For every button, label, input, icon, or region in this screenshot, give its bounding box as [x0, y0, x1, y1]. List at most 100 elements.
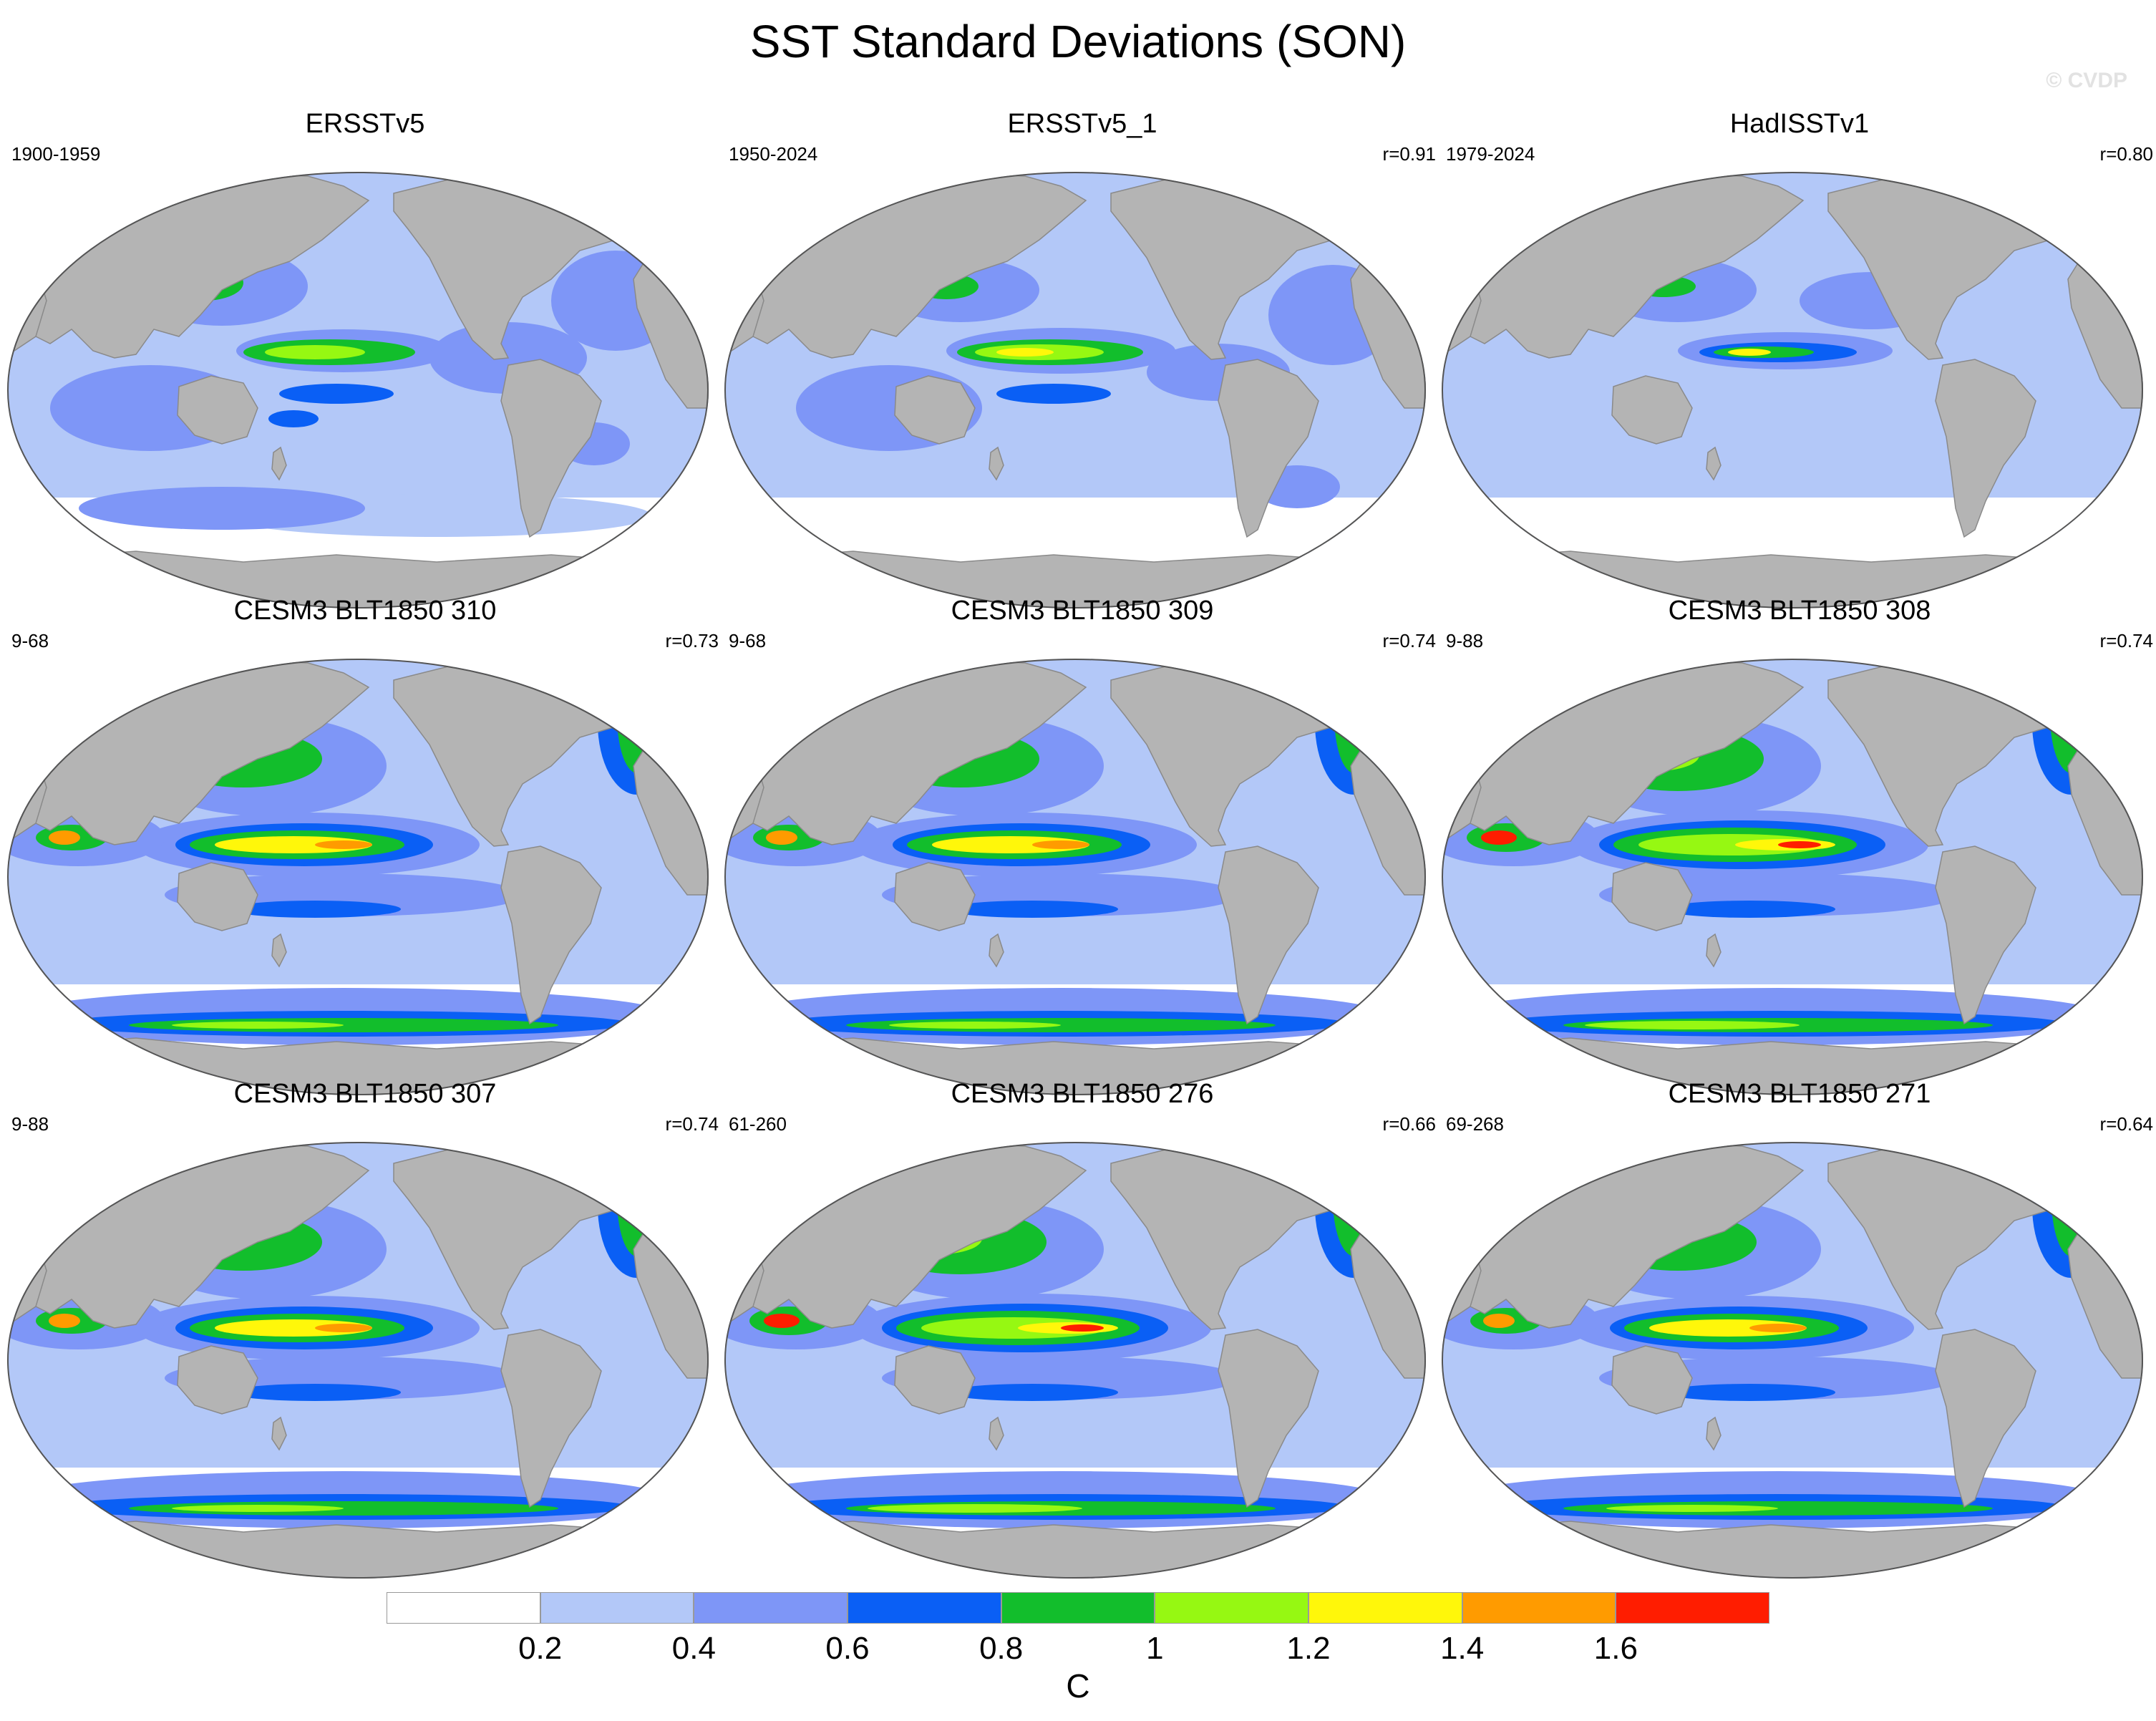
land-south-america: [1218, 1329, 1319, 1508]
sst-contour: [268, 410, 319, 427]
sst-contour: [229, 901, 401, 918]
panel-title: CESM3 BLT1850 310: [233, 596, 497, 626]
colorbar-tick: 1: [1146, 1631, 1164, 1666]
colorbar-tick: 0.8: [979, 1631, 1024, 1666]
panel-title: HadISSTv1: [1729, 109, 1870, 139]
sst-contour: [1346, 1163, 1363, 1221]
land-south-america: [1935, 1329, 2036, 1508]
panel-title: ERSSTv5_1: [1007, 109, 1157, 139]
land-antarctica: [752, 1521, 1413, 1579]
sst-contour: [1334, 659, 1374, 773]
colorbar: [387, 1592, 1769, 1624]
land-greenland: [607, 174, 674, 215]
sst-contour: [1728, 349, 1771, 356]
sst-contour: [1649, 1319, 1807, 1337]
panel-title: CESM3 BLT1850 309: [951, 596, 1214, 626]
panel-correlation-label: r=0.74: [2099, 630, 2153, 651]
colorbar-tick: 0.6: [825, 1631, 870, 1666]
map-content: [7, 1142, 709, 1579]
panel-correlation-label: r=0.74: [665, 1113, 719, 1135]
panel-period-label: 9-68: [729, 630, 767, 651]
panel-correlation-label: r=0.91: [1382, 143, 1436, 165]
land-australia: [1611, 375, 1693, 445]
land-south-america: [1218, 845, 1319, 1025]
panel-period-label: 1950-2024: [729, 143, 818, 165]
robinson-map: [724, 1142, 1426, 1579]
robinson-map: [7, 1142, 709, 1579]
map-content: [1442, 659, 2143, 1095]
sst-contour: [630, 1163, 644, 1221]
map-panel: CESM3 BLT1850 309 9-68 r=0.74: [724, 594, 1440, 1095]
sst-contour: [2064, 1163, 2079, 1221]
sst-contour: [2050, 659, 2093, 773]
map-panel: CESM3 BLT1850 276 61-260 r=0.66: [724, 1077, 1440, 1579]
panel-title: CESM3 BLT1850 271: [1668, 1079, 1931, 1109]
colorbar-box: [1308, 1592, 1462, 1624]
sst-contour: [889, 1022, 1061, 1029]
land-antarctica: [34, 1521, 696, 1579]
panel-period-label: 1900-1959: [11, 143, 101, 165]
sst-contour: [630, 680, 644, 737]
map-content: [7, 659, 709, 1095]
panel-period-label: 69-268: [1446, 1113, 1504, 1135]
land-antarctica: [1469, 1521, 2130, 1579]
sst-contour: [315, 840, 372, 849]
land-new-zealand: [1706, 1416, 1722, 1451]
land-greenland: [2041, 174, 2109, 215]
sst-contour: [1585, 1021, 1800, 1029]
land-greenland: [1324, 1144, 1392, 1186]
robinson-map: [1442, 1142, 2143, 1579]
colorbar-box: [694, 1592, 848, 1624]
panel-period-label: 9-88: [1446, 630, 1484, 651]
panel-period-label: 9-88: [11, 1113, 49, 1135]
panel-correlation-label: r=0.73: [665, 630, 719, 651]
land-south-america: [1935, 359, 2036, 538]
sst-contour: [996, 348, 1054, 357]
sst-contour: [279, 384, 394, 404]
panel-period-label: 1979-2024: [1446, 143, 1535, 165]
land-new-zealand: [271, 933, 287, 968]
panel-correlation-label: r=0.80: [2099, 143, 2153, 165]
sst-contour: [265, 345, 365, 359]
sst-contour: [946, 1384, 1118, 1401]
map-border: [724, 1142, 1426, 1579]
robinson-map: [7, 172, 709, 609]
sst-contour: [1481, 830, 1517, 845]
figure-title: SST Standard Deviations (SON): [749, 16, 1407, 67]
sst-contour: [172, 1022, 344, 1029]
panel-title: ERSSTv5: [305, 109, 425, 139]
sst-contour: [1664, 901, 1835, 918]
land-australia: [177, 375, 258, 445]
map-border: [1442, 659, 2143, 1095]
sst-contour: [229, 1384, 401, 1401]
map-panel: CESM3 BLT1850 310 9-68 r=0.73: [7, 594, 723, 1095]
map-panel: ERSSTv5 1900-1959: [7, 107, 723, 609]
panel-title: CESM3 BLT1850 308: [1668, 596, 1931, 626]
panel-title: CESM3 BLT1850 307: [233, 1079, 497, 1109]
land-south-america: [1935, 845, 2036, 1025]
map-content: [724, 659, 1426, 1095]
panel-title: CESM3 BLT1850 276: [951, 1079, 1214, 1109]
colorbar-tick: 0.4: [671, 1631, 716, 1666]
land-new-zealand: [989, 446, 1004, 481]
colorbar-tick: 1.2: [1286, 1631, 1331, 1666]
robinson-map: [724, 659, 1426, 1095]
land-new-zealand: [989, 933, 1004, 968]
panel-correlation-label: r=0.74: [1382, 630, 1436, 651]
sst-contour: [215, 1319, 372, 1337]
sst-contour: [215, 836, 372, 853]
panel-correlation-label: r=0.64: [2099, 1113, 2153, 1135]
robinson-map: [724, 172, 1426, 609]
sst-contour: [868, 1504, 1082, 1513]
map-panel: CESM3 BLT1850 308 9-88 r=0.74: [1442, 594, 2156, 1095]
panel-period-label: 9-68: [11, 630, 49, 651]
map-border: [7, 172, 709, 609]
colorbar-box: [540, 1592, 694, 1624]
land-greenland: [2041, 661, 2109, 702]
sst-contour: [79, 487, 365, 530]
sst-contour: [1347, 680, 1361, 737]
map-border: [724, 172, 1426, 609]
land-new-zealand: [989, 1416, 1004, 1451]
robinson-map: [1442, 659, 2143, 1095]
map-border: [724, 659, 1426, 1095]
